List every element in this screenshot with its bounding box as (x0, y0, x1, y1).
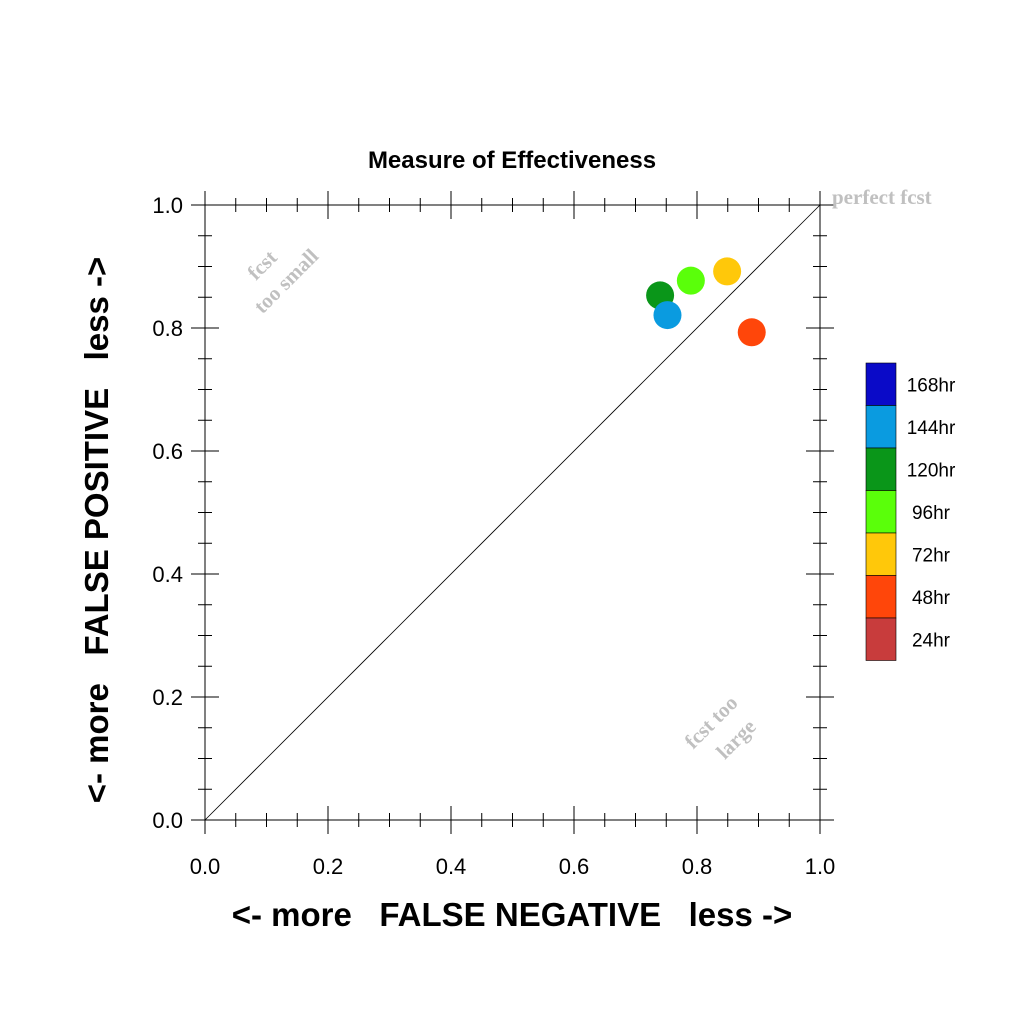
y-tick-label: 0.6 (152, 439, 183, 464)
legend-swatch-48hr (865, 575, 897, 619)
diagonal-reference-line (204, 204, 821, 821)
legend-label-48hr: 48hr (912, 588, 951, 609)
x-tick-label: 0.4 (436, 854, 467, 879)
y-axis-title: <- more FALSE POSITIVE less -> (78, 257, 115, 804)
legend-swatch-96hr (865, 490, 897, 534)
y-tick-label: 1.0 (152, 193, 183, 218)
legend-label-168hr: 168hr (907, 375, 956, 396)
x-tick-label: 0.2 (313, 854, 344, 879)
x-tick-label: 1.0 (805, 854, 836, 879)
data-point-72hr (713, 257, 742, 286)
axis-tick-labels: 0.0 0.2 0.4 0.6 0.8 1.0 0.0 0.2 0.4 0.6 0.8 1.0 (152, 193, 835, 879)
data-points (646, 257, 766, 347)
legend-swatch-120hr (865, 447, 897, 491)
chart-title: Measure of Effectiveness (368, 147, 656, 174)
data-point-96hr (676, 266, 705, 295)
legend-label-24hr: 24hr (912, 630, 951, 651)
x-tick-label: 0.6 (559, 854, 590, 879)
legend-swatch-144hr (865, 405, 897, 449)
legend-swatch-24hr (865, 617, 897, 661)
x-tick-label: 0.8 (682, 854, 713, 879)
x-axis-title: <- more FALSE NEGATIVE less -> (232, 896, 793, 933)
y-tick-label: 0.0 (152, 808, 183, 833)
legend-swatch-168hr (865, 362, 897, 406)
y-tick-label: 0.2 (152, 685, 183, 710)
legend: 168hr 144hr 120hr 96hr 72hr 48hr 24hr (865, 362, 956, 661)
legend-label-144hr: 144hr (907, 418, 956, 439)
data-point-144hr (653, 301, 682, 330)
legend-label-72hr: 72hr (912, 545, 951, 566)
legend-label-120hr: 120hr (907, 460, 956, 481)
annotation-perfect-fcst: perfect fcst (832, 185, 932, 209)
legend-swatch-72hr (865, 532, 897, 576)
legend-label-96hr: 96hr (912, 503, 951, 524)
data-point-48hr (737, 318, 766, 347)
y-tick-label: 0.4 (152, 562, 183, 587)
y-tick-label: 0.8 (152, 316, 183, 341)
axis-ticks (191, 191, 834, 834)
x-tick-label: 0.0 (190, 854, 221, 879)
annotations: fcst too small fcst too large perfect fc… (242, 185, 931, 764)
